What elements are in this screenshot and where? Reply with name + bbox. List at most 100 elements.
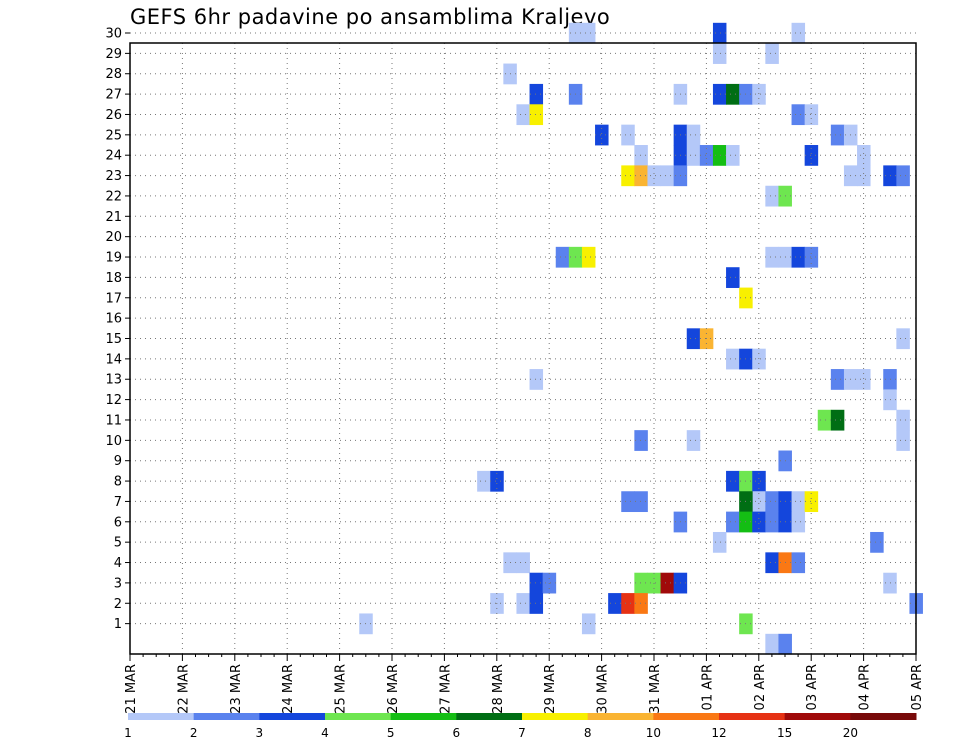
heatmap-cell bbox=[634, 165, 648, 187]
legend-label: 15 bbox=[777, 726, 792, 740]
heatmap-cell bbox=[608, 593, 622, 614]
y-tick-label: 9 bbox=[114, 454, 122, 469]
y-tick-label: 20 bbox=[105, 230, 122, 245]
y-tick-label: 26 bbox=[105, 108, 122, 123]
grid-lines bbox=[130, 32, 916, 654]
heatmap-cell bbox=[765, 43, 779, 64]
heatmap-cell bbox=[804, 145, 819, 166]
x-tick-label: 01 APR bbox=[700, 664, 715, 710]
x-tick-label: 03 APR bbox=[805, 664, 820, 710]
chart-title: GEFS 6hr padavine po ansamblima Kraljevo bbox=[130, 5, 611, 29]
heatmap-cell bbox=[830, 369, 845, 390]
legend-swatch bbox=[522, 713, 589, 720]
heatmap-cell bbox=[634, 593, 648, 614]
x-tick-label: 29 MAR bbox=[543, 664, 558, 714]
plot-frame bbox=[129, 42, 917, 655]
legend: 1 2 3 4 5 6 7 8 10 12 15 20 bbox=[124, 713, 917, 740]
y-tick-label: 1 bbox=[114, 617, 122, 632]
heatmap-cell bbox=[896, 409, 910, 431]
legend-label: 7 bbox=[518, 726, 526, 740]
heatmap-cell bbox=[726, 145, 740, 166]
heatmap-cell bbox=[726, 511, 740, 533]
heatmap-cell bbox=[621, 491, 635, 513]
heatmap-cell bbox=[726, 83, 740, 105]
heatmap-cell bbox=[726, 470, 740, 492]
heatmap-cell bbox=[726, 348, 740, 370]
y-tick-label: 25 bbox=[105, 128, 122, 143]
heatmap-cell bbox=[712, 531, 727, 553]
heatmap-cell bbox=[621, 165, 635, 187]
heatmap-cell bbox=[581, 246, 596, 268]
x-tick-label: 26 MAR bbox=[386, 664, 401, 714]
y-tick-label: 22 bbox=[105, 189, 122, 204]
y-tick-label: 2 bbox=[114, 597, 122, 612]
y-tick-label: 16 bbox=[105, 312, 122, 327]
y-tick-label: 14 bbox=[105, 352, 122, 367]
legend-swatch bbox=[193, 713, 260, 720]
heatmap-cell bbox=[765, 552, 779, 574]
heatmap-cell bbox=[529, 104, 544, 126]
legend-label: 5 bbox=[387, 726, 395, 740]
x-tick-label: 05 APR bbox=[910, 664, 925, 710]
heatmap-cell bbox=[804, 246, 819, 268]
legend-label: 12 bbox=[711, 726, 726, 740]
legend-swatch bbox=[259, 713, 326, 720]
heatmap-cell bbox=[555, 246, 570, 268]
heatmap-cell bbox=[791, 104, 806, 126]
heatmap-cell bbox=[791, 491, 806, 513]
heatmap-cell bbox=[516, 104, 530, 126]
x-tick-label: 25 MAR bbox=[334, 664, 349, 714]
y-tick-label: 18 bbox=[105, 271, 122, 286]
heatmap-cell bbox=[686, 145, 701, 166]
legend-swatch bbox=[390, 713, 457, 720]
heatmap-cell bbox=[791, 22, 806, 44]
x-tick-label: 22 MAR bbox=[176, 664, 191, 714]
x-tick-label: 23 MAR bbox=[229, 664, 244, 714]
x-tick-label: 28 MAR bbox=[491, 664, 506, 714]
heatmap-cell bbox=[529, 369, 544, 390]
legend-label: 4 bbox=[321, 726, 329, 740]
heatmap-cell bbox=[765, 185, 779, 207]
y-tick-label: 15 bbox=[105, 332, 122, 347]
heatmap-cell bbox=[529, 593, 544, 614]
heatmap-cell bbox=[712, 43, 727, 64]
x-tick-label: 04 APR bbox=[858, 664, 873, 710]
heatmap-cell bbox=[634, 491, 648, 513]
heatmap-cell bbox=[699, 145, 714, 166]
heatmap-cell bbox=[765, 633, 779, 655]
legend-swatch bbox=[653, 713, 720, 720]
legend-label: 8 bbox=[584, 726, 592, 740]
y-tick-label: 30 bbox=[105, 27, 122, 42]
heatmap-cell bbox=[870, 531, 884, 553]
x-axis: 21 MAR 22 MAR 23 MAR 24 MAR 25 MAR 26 MAR 27 M… bbox=[124, 654, 925, 714]
heatmap-cell bbox=[752, 83, 766, 105]
legend-label: 1 bbox=[124, 726, 132, 740]
legend-label: 2 bbox=[190, 726, 198, 740]
heatmap-cell bbox=[634, 572, 648, 594]
heatmap-cell bbox=[857, 165, 871, 187]
heatmap-cell bbox=[896, 328, 910, 350]
legend-swatch bbox=[850, 713, 917, 720]
y-tick-label: 5 bbox=[114, 536, 122, 551]
y-tick-label: 13 bbox=[105, 373, 122, 388]
y-tick-label: 8 bbox=[114, 475, 122, 490]
heatmap-cell bbox=[712, 83, 727, 105]
y-tick-label: 27 bbox=[105, 88, 122, 103]
heatmap-cell bbox=[621, 593, 635, 614]
y-tick-label: 4 bbox=[114, 556, 122, 571]
heatmap-cell bbox=[830, 409, 845, 431]
heatmap-cell bbox=[712, 22, 727, 44]
heatmap-cell bbox=[621, 124, 635, 146]
heatmap-cell bbox=[752, 511, 766, 533]
heatmap-cell bbox=[660, 165, 675, 187]
x-tick-label: 30 MAR bbox=[596, 664, 611, 714]
heatmap-cell bbox=[896, 430, 910, 451]
y-tick-label: 28 bbox=[105, 67, 122, 82]
heatmap-cell bbox=[817, 409, 832, 431]
heatmap-cell bbox=[791, 552, 806, 574]
heatmap-cell bbox=[581, 613, 596, 635]
heatmap-cell bbox=[660, 572, 675, 594]
y-tick-label: 21 bbox=[105, 210, 122, 225]
y-tick-label: 7 bbox=[114, 495, 122, 510]
